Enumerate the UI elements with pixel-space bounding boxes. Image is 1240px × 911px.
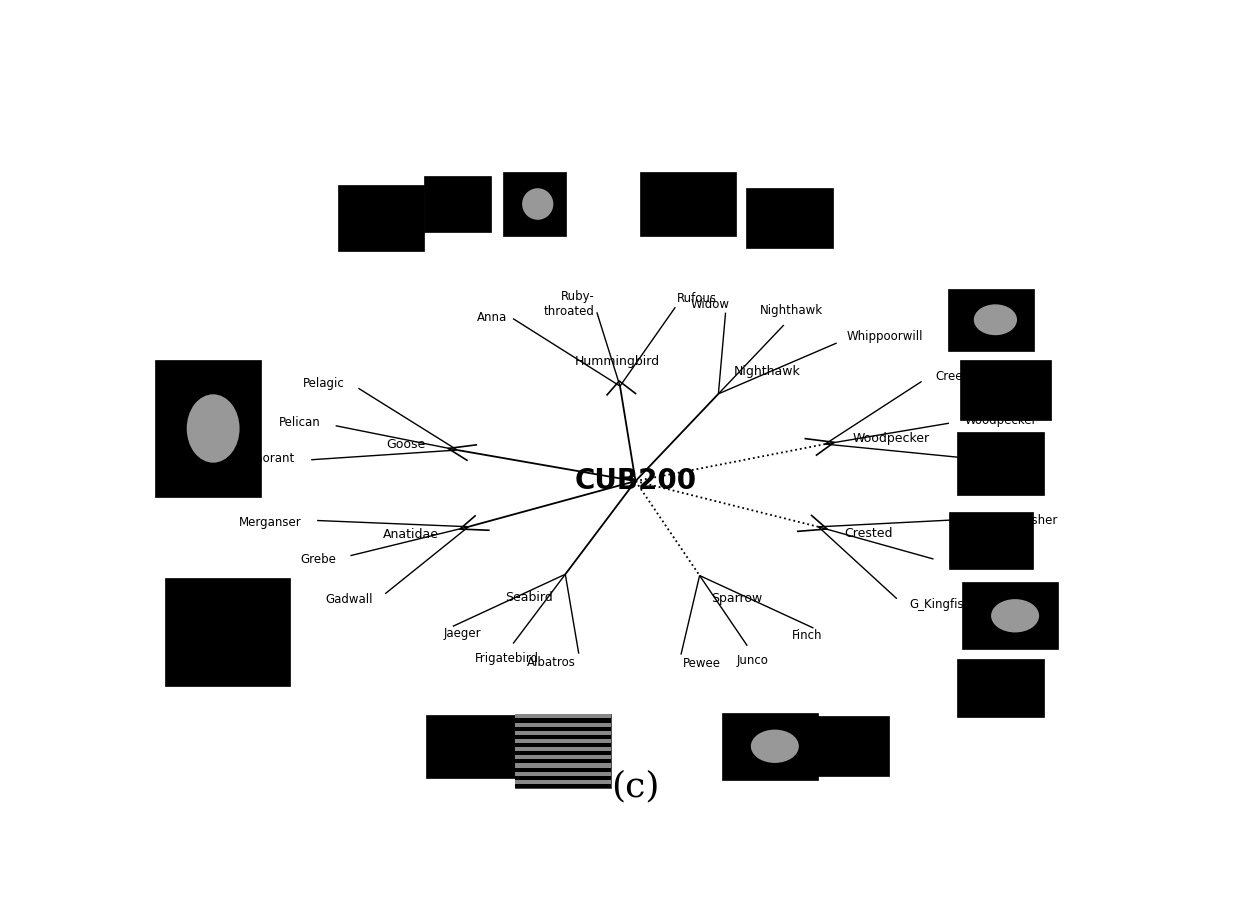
Text: Woodpecker: Woodpecker [852, 433, 929, 445]
Bar [746, 189, 832, 248]
Bar [947, 289, 1034, 351]
Text: Whippoorwill: Whippoorwill [847, 330, 924, 343]
Bar [516, 719, 611, 722]
Bar [957, 432, 1044, 496]
Text: CUB200: CUB200 [574, 467, 697, 495]
Text: Merganser: Merganser [238, 516, 301, 529]
Bar [805, 716, 889, 776]
Bar [640, 172, 737, 236]
Text: Ruby-
throated: Ruby- throated [544, 290, 595, 318]
Bar [949, 512, 1033, 569]
Ellipse shape [187, 394, 239, 463]
Bar [516, 752, 611, 755]
Bar [516, 763, 611, 768]
Bar [516, 747, 611, 752]
Bar [516, 783, 611, 788]
Bar [516, 772, 611, 775]
Text: Finch: Finch [792, 629, 822, 642]
Text: Pelican: Pelican [279, 416, 320, 429]
Text: B_Kingfisher: B_Kingfisher [985, 515, 1059, 527]
Bar [962, 582, 1058, 650]
Bar [516, 731, 611, 735]
Bar [516, 760, 611, 763]
Bar [516, 722, 611, 727]
Text: Nighthawk: Nighthawk [734, 364, 800, 378]
Bar [503, 172, 565, 236]
Text: Frigatebird: Frigatebird [475, 651, 539, 665]
Text: Cormorant: Cormorant [232, 452, 295, 466]
Text: Jaeger: Jaeger [444, 627, 481, 640]
Text: Anatidae: Anatidae [383, 528, 439, 541]
Bar [516, 714, 611, 719]
Bar [337, 185, 424, 251]
Text: Anna: Anna [476, 311, 507, 323]
Ellipse shape [991, 599, 1039, 632]
Text: Albatros: Albatros [527, 656, 575, 669]
Text: (c): (c) [611, 769, 660, 804]
Text: Pelagic: Pelagic [303, 377, 345, 390]
Ellipse shape [973, 304, 1017, 335]
Bar [722, 713, 818, 780]
Ellipse shape [751, 730, 799, 763]
Text: Goose: Goose [386, 438, 425, 451]
Bar [516, 768, 611, 772]
Text: Seabird: Seabird [505, 591, 553, 604]
Text: Creeper: Creeper [935, 370, 982, 384]
Bar [424, 176, 491, 232]
Bar [516, 714, 611, 788]
Text: Grebe: Grebe [300, 553, 336, 566]
Text: Sparrow: Sparrow [711, 592, 763, 606]
Text: Junco: Junco [737, 654, 769, 667]
Text: Pewee: Pewee [683, 657, 722, 670]
Text: Widow: Widow [691, 298, 730, 311]
Text: Rufous: Rufous [677, 292, 717, 305]
Text: Woodpecker: Woodpecker [965, 414, 1037, 427]
Bar [516, 739, 611, 743]
Text: Geococcyx: Geococcyx [949, 557, 1012, 569]
Bar [516, 743, 611, 747]
Bar [516, 776, 611, 780]
Bar [516, 780, 611, 783]
Text: Crested: Crested [844, 527, 893, 540]
Text: Flicker: Flicker [991, 451, 1029, 465]
Bar [960, 360, 1052, 420]
Ellipse shape [522, 189, 553, 220]
Bar [516, 735, 611, 739]
Bar [957, 660, 1044, 717]
Text: Hummingbird: Hummingbird [574, 355, 660, 368]
Bar [155, 360, 260, 496]
Text: G_Kingfisher: G_Kingfisher [909, 598, 983, 611]
Bar [427, 715, 518, 778]
Text: Gadwall: Gadwall [325, 593, 373, 606]
Text: Nighthawk: Nighthawk [760, 304, 823, 317]
Bar [516, 727, 611, 731]
Bar [165, 578, 289, 686]
Bar [516, 755, 611, 760]
